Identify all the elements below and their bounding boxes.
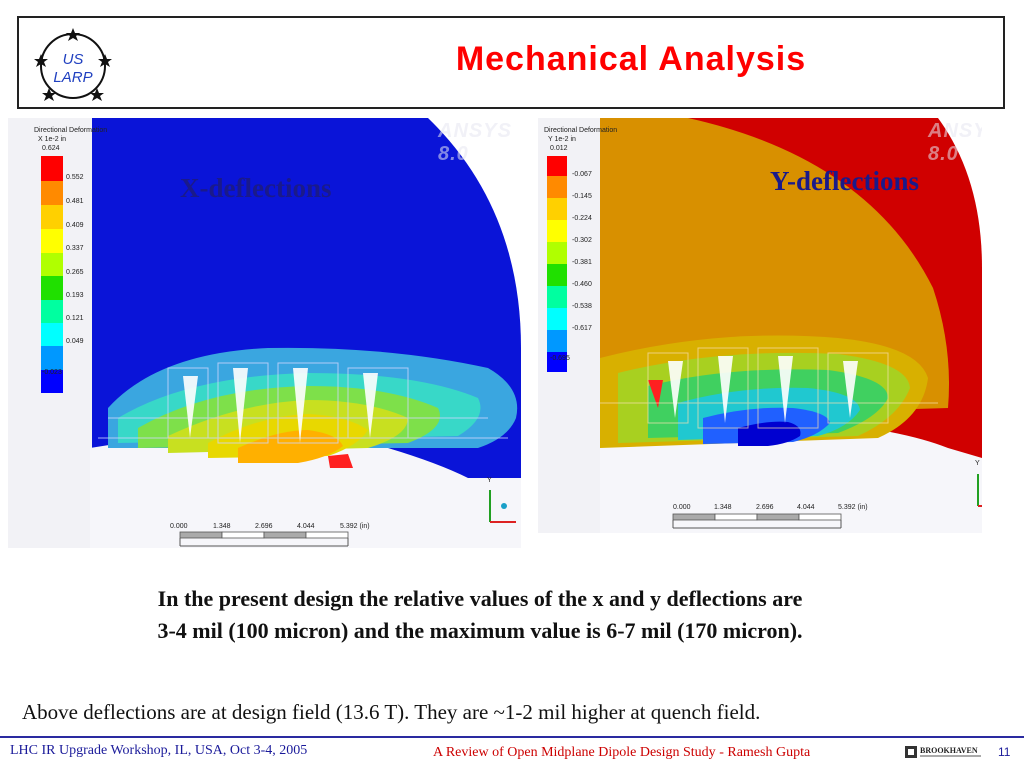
y-legend-value: -0.460 xyxy=(572,281,592,288)
y-scale-bar xyxy=(672,513,842,529)
y-axis-triad xyxy=(977,474,982,507)
y-legend-value: -0.224 xyxy=(572,215,592,222)
main-statement-line2: 3-4 mil (100 micron) and the maximum val… xyxy=(157,618,803,643)
x-axis-triad xyxy=(489,490,516,523)
x-deflections-label: X-deflections xyxy=(180,173,332,203)
logo-text-larp: LARP xyxy=(53,69,92,86)
x-scale-label: 1.348 xyxy=(213,523,231,530)
main-statement-line1: In the present design the relative value… xyxy=(157,586,803,611)
x-legend-value: 0.337 xyxy=(66,245,84,252)
y-deflection-contour xyxy=(538,118,982,533)
x-legend-value: 0.624 xyxy=(42,145,60,152)
y-ansys-watermark: ANSYS 8.0 xyxy=(928,120,982,165)
y-legend-value: -0.695 xyxy=(550,355,570,362)
y-scale-label: 4.044 xyxy=(797,504,815,511)
y-axis-y-label: Y xyxy=(975,460,980,467)
svg-text:BROOKHAVEN: BROOKHAVEN xyxy=(920,746,978,755)
y-legend-bar xyxy=(547,156,567,372)
y-legend-value: -0.538 xyxy=(572,303,592,310)
x-legend-value: 0.049 xyxy=(66,338,84,345)
y-legend-value: 0.012 xyxy=(550,145,568,152)
footer-divider xyxy=(0,736,1024,738)
y-legend-value: -0.381 xyxy=(572,259,592,266)
footer-workshop: LHC IR Upgrade Workshop, IL, USA, Oct 3-… xyxy=(10,743,308,758)
x-legend-value: 0.265 xyxy=(66,269,84,276)
page-number: 11 xyxy=(998,745,1011,759)
y-scale-label: 1.348 xyxy=(714,504,732,511)
footer-talk-title: A Review of Open Midplane Dipole Design … xyxy=(433,745,811,760)
page-title: Mechanical Analysis xyxy=(455,40,807,78)
main-statement: In the present design the relative value… xyxy=(40,583,920,647)
x-axis-y-label: Y xyxy=(487,477,492,484)
us-larp-logo: US LARP xyxy=(34,28,112,101)
y-scale-label: 0.000 xyxy=(673,504,691,511)
brookhaven-logo: BROOKHAVEN xyxy=(905,746,981,758)
x-legend-value: -0.023 xyxy=(42,369,62,376)
y-scale-label: 5.392 (in) xyxy=(838,504,868,511)
x-scale-label: 5.392 (in) xyxy=(340,523,370,530)
x-deflection-plot: ANSYS 8.0 X-deflections Directional Defo… xyxy=(8,118,521,548)
y-legend-value: -0.302 xyxy=(572,237,592,244)
y-deflection-plot: ANSYS 8.0 Y-deflections Directional Defo… xyxy=(538,118,982,533)
x-legend-value: 0.409 xyxy=(66,222,84,229)
x-scale-label: 4.044 xyxy=(297,523,315,530)
logo-text-us: US xyxy=(63,51,84,68)
y-legend-title: Directional Deformation Y 1e-2 in xyxy=(544,127,618,143)
x-legend-title: Directional Deformation X 1e-2 in xyxy=(34,127,108,143)
y-scale-label: 2.696 xyxy=(756,504,774,511)
x-legend-value: 0.552 xyxy=(66,174,84,181)
x-legend-value: 0.121 xyxy=(66,315,84,322)
y-deflections-label: Y-deflections xyxy=(770,166,919,196)
x-legend-value: 0.481 xyxy=(66,198,84,205)
x-legend-value: 0.193 xyxy=(66,292,84,299)
y-legend-value: -0.617 xyxy=(572,325,592,332)
header-box: US LARP Mechanical Analysis xyxy=(17,16,1005,109)
x-ansys-watermark: ANSYS 8.0 xyxy=(438,120,512,165)
y-legend-value: -0.067 xyxy=(572,171,592,178)
y-legend-value: -0.145 xyxy=(572,193,592,200)
x-legend-bar xyxy=(41,156,63,393)
x-deflection-contour xyxy=(8,118,521,548)
field-note: Above deflections are at design field (1… xyxy=(22,700,761,724)
x-scale-label: 0.000 xyxy=(170,523,188,530)
x-scale-label: 2.696 xyxy=(255,523,273,530)
x-scale-bar xyxy=(179,531,349,547)
